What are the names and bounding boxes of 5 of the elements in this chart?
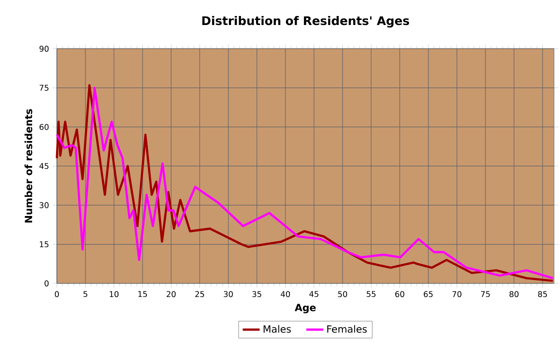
legend-label: Females xyxy=(327,325,367,333)
legend-label: Males xyxy=(264,325,291,333)
y-axis-title: Number of residents xyxy=(24,109,32,223)
x-axis-title: Age xyxy=(294,304,316,314)
chart-title: Distribution of Residents' Ages xyxy=(202,16,410,28)
